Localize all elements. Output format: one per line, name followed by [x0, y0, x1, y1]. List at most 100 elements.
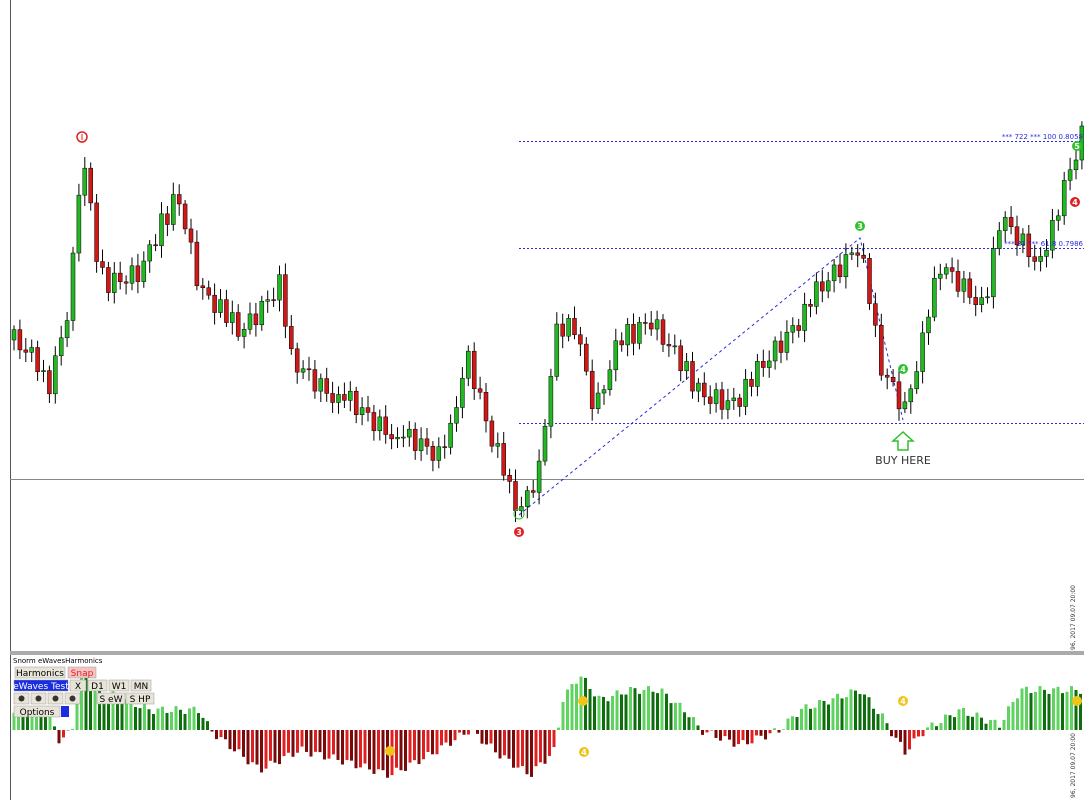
candle-body — [849, 252, 855, 255]
button-label[interactable]: S HP — [130, 695, 151, 705]
candle-body — [64, 320, 70, 339]
candle-body — [289, 326, 294, 350]
button-label[interactable]: eWaves Test — [13, 682, 69, 692]
button-face[interactable] — [13, 679, 69, 692]
osc-bar — [548, 730, 551, 756]
osc-bar — [260, 730, 263, 773]
color-swatch[interactable] — [61, 706, 69, 717]
osc-bar — [593, 696, 596, 730]
button-face[interactable] — [13, 705, 61, 718]
button-label[interactable]: Snap — [71, 669, 94, 679]
candle-body — [41, 370, 46, 373]
button-face[interactable] — [87, 679, 108, 692]
osc-bar — [512, 730, 515, 768]
osc-bar — [75, 694, 79, 730]
panel-button[interactable]: S eW — [96, 692, 126, 705]
button-label[interactable]: Harmonics — [16, 669, 64, 679]
panel-button[interactable]: X — [69, 679, 87, 692]
osc-bar — [161, 706, 164, 730]
osc-bar — [48, 711, 52, 730]
button-icon[interactable] — [35, 695, 42, 702]
osc-bar — [210, 730, 214, 732]
button-label[interactable]: Options — [20, 708, 55, 718]
panel-separator — [10, 651, 1084, 655]
candle-body — [1056, 215, 1061, 221]
candle-body — [153, 244, 158, 247]
candle-body — [348, 390, 353, 401]
button-face[interactable] — [125, 692, 155, 705]
osc-bar — [498, 730, 502, 759]
osc-bar — [980, 717, 983, 730]
candle-body — [112, 272, 117, 293]
osc-bar — [278, 730, 281, 765]
button-face[interactable] — [69, 679, 87, 692]
candle-body — [861, 254, 866, 259]
button-label[interactable]: MN — [134, 682, 149, 692]
osc-bar — [489, 730, 493, 744]
candle-body — [1044, 249, 1049, 257]
panel-button[interactable]: D1 — [87, 679, 108, 692]
panel-title: Snorm eWavesHarmonics — [13, 657, 103, 665]
osc-bar — [921, 730, 925, 737]
candle-body — [312, 369, 318, 392]
osc-bar — [939, 723, 943, 730]
osc-bar — [1056, 686, 1060, 730]
osc-bar — [876, 714, 880, 730]
candle-body — [631, 324, 636, 344]
candle-body — [684, 361, 689, 372]
button-face[interactable] — [96, 692, 126, 705]
icon-button[interactable] — [47, 692, 64, 705]
panel-button[interactable]: eWaves Test — [13, 679, 69, 692]
button-face[interactable] — [14, 666, 66, 679]
panel-button[interactable]: Options — [13, 705, 61, 718]
icon-button[interactable] — [64, 692, 81, 705]
osc-bar — [417, 730, 421, 765]
osc-bar — [368, 730, 371, 770]
osc-bar — [1034, 691, 1037, 730]
candle-body — [613, 340, 619, 371]
candle-body — [377, 416, 383, 432]
button-label[interactable]: X — [75, 682, 81, 692]
panel-button[interactable]: MN — [130, 679, 152, 692]
button-icon[interactable] — [18, 695, 25, 702]
candle-body — [554, 323, 560, 377]
osc-bar — [723, 730, 727, 737]
candle-body — [761, 361, 766, 368]
candle-body — [790, 325, 796, 333]
osc-bar — [219, 730, 223, 738]
button-face[interactable] — [130, 679, 152, 692]
icon-button[interactable] — [30, 692, 47, 705]
icon-button[interactable] — [13, 692, 30, 705]
osc-bar — [44, 716, 47, 730]
button-label[interactable]: D1 — [91, 682, 104, 692]
panel-button[interactable]: Snap — [67, 666, 97, 679]
osc-bar — [741, 730, 745, 741]
osc-bar — [597, 695, 601, 730]
candle-body — [271, 299, 276, 301]
button-face[interactable] — [67, 666, 97, 679]
button-icon[interactable] — [52, 695, 59, 702]
candle-body — [330, 393, 335, 403]
candle-body — [35, 347, 40, 373]
osc-bar — [476, 730, 479, 734]
panel-button[interactable]: S HP — [125, 692, 155, 705]
osc-bar — [102, 694, 106, 730]
osc-marker — [1072, 696, 1082, 706]
osc-bar — [1070, 686, 1073, 730]
button-face[interactable] — [108, 679, 130, 692]
button-icon[interactable] — [69, 695, 76, 702]
osc-bar — [413, 730, 416, 761]
button-label[interactable]: W1 — [112, 682, 127, 692]
candle-body — [637, 322, 642, 344]
candle-body — [100, 261, 105, 268]
osc-bar — [314, 730, 317, 752]
osc-bar — [1002, 720, 1006, 730]
panel-button[interactable]: W1 — [108, 679, 130, 692]
osc-bar — [12, 712, 16, 730]
candle-body — [117, 272, 123, 283]
candle-body — [731, 397, 737, 401]
osc-bar — [449, 730, 452, 746]
osc-bar — [863, 694, 866, 730]
panel-button[interactable]: Harmonics — [14, 666, 66, 679]
button-label[interactable]: S eW — [99, 695, 122, 705]
